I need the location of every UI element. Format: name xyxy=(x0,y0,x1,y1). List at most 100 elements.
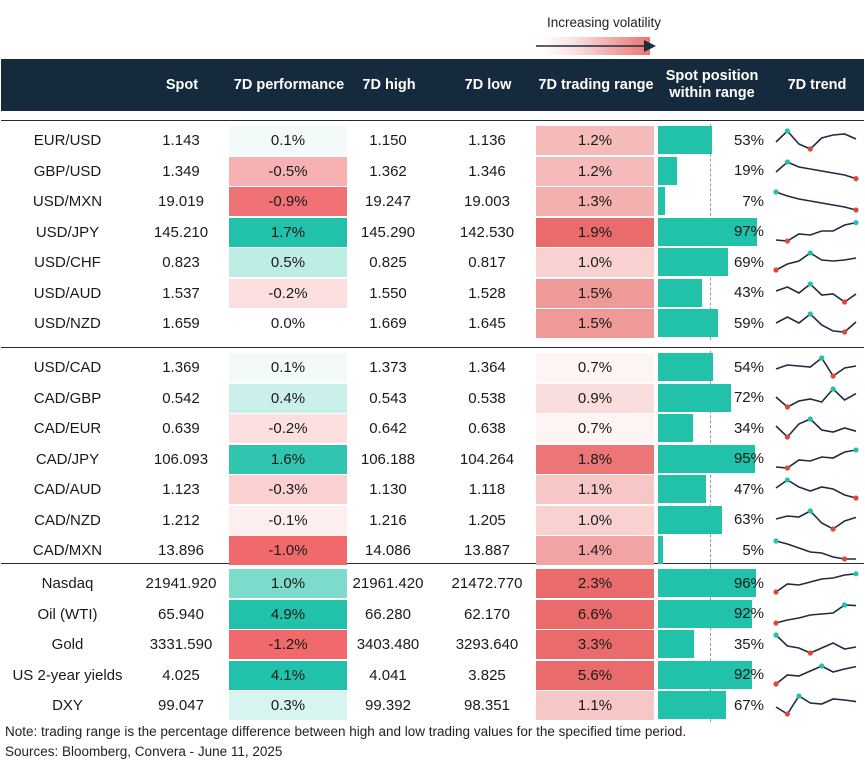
range-value: 1.2% xyxy=(577,132,613,149)
trend-high-marker xyxy=(853,219,859,225)
group-separator xyxy=(1,347,864,348)
performance-cell-bg xyxy=(229,691,347,720)
performance-value: -0.1% xyxy=(268,511,308,529)
trend-line xyxy=(775,282,857,303)
performance-cell-bg xyxy=(229,217,347,247)
high-value: 0.543 xyxy=(369,389,407,407)
trend-sparkline xyxy=(775,158,859,181)
high-value: 21961.420 xyxy=(352,575,424,592)
position-value: 59% xyxy=(733,314,764,332)
low-value: 21472.770 xyxy=(451,575,523,592)
table-header: Spot 7D performance 7D high 7D low 7D tr… xyxy=(1,59,864,111)
header-spot-position: Spot position within range xyxy=(665,68,759,101)
high-value: 1.130 xyxy=(369,481,407,498)
trend-sparkline xyxy=(775,128,857,152)
trend-line xyxy=(775,418,857,439)
performance-value: -0.2% xyxy=(268,420,308,437)
performance-value: -0.5% xyxy=(268,162,308,180)
spot-value: 13.896 xyxy=(158,542,204,559)
performance-cell-bg xyxy=(229,599,347,629)
range-cell-bg xyxy=(536,156,654,186)
trend-sparkline xyxy=(773,632,857,656)
high-value: 1.669 xyxy=(369,315,407,332)
performance-cell-bg xyxy=(229,309,347,338)
range-value: 0.7% xyxy=(577,359,613,376)
trend-low-marker xyxy=(830,373,836,379)
trend-high-marker xyxy=(807,280,813,287)
high-value: 99.392 xyxy=(365,697,411,714)
position-value: 53% xyxy=(733,131,764,149)
trend-low-marker xyxy=(784,711,790,717)
position-bar xyxy=(658,691,727,719)
row-label: CAD/AUD xyxy=(33,481,102,498)
trend-line xyxy=(775,387,857,408)
high-value: 1.150 xyxy=(369,132,407,149)
position-value: 47% xyxy=(733,480,764,498)
position-bar xyxy=(658,156,678,185)
position-value: 72% xyxy=(733,389,764,406)
trend-high-marker xyxy=(807,507,813,514)
range-cell-bg xyxy=(536,505,654,535)
position-bar xyxy=(658,536,664,564)
performance-value: 1.7% xyxy=(270,223,306,241)
position-value: 96% xyxy=(733,574,764,592)
trend-sparkline xyxy=(775,477,859,501)
low-value: 0.538 xyxy=(468,389,506,407)
position-value: 97% xyxy=(733,223,764,240)
low-value: 1.205 xyxy=(468,511,506,529)
range-cell-bg xyxy=(536,536,654,565)
trend-high-marker xyxy=(784,158,790,165)
range-cell-bg xyxy=(536,353,654,382)
trend-high-marker xyxy=(784,477,790,483)
performance-value: 1.0% xyxy=(270,575,306,592)
position-value: 5% xyxy=(742,541,764,559)
spot-value: 1.123 xyxy=(162,481,200,498)
footer-note: Note: trading range is the percentage di… xyxy=(5,724,687,739)
volatility-legend: Increasing volatility xyxy=(532,12,672,55)
trend-high-marker xyxy=(819,662,825,669)
position-bar xyxy=(658,414,693,442)
trend-line xyxy=(775,129,857,150)
performance-value: 1.6% xyxy=(270,450,306,468)
position-value: 92% xyxy=(733,605,764,622)
spot-value: 0.639 xyxy=(162,420,200,437)
performance-cell-bg xyxy=(229,278,347,308)
range-cell-bg xyxy=(536,660,654,690)
range-cell-bg xyxy=(536,414,654,443)
trend-line xyxy=(775,634,857,654)
position-value: 92% xyxy=(733,666,764,683)
row-label: USD/NZD xyxy=(34,315,101,332)
trend-line xyxy=(775,191,857,211)
trend-sparkline xyxy=(775,355,857,379)
position-value: 63% xyxy=(733,511,764,528)
spot-value: 145.210 xyxy=(153,223,209,241)
trend-line xyxy=(775,664,857,685)
trend-line xyxy=(775,356,857,378)
range-value: 1.2% xyxy=(577,162,613,180)
position-bar xyxy=(658,217,757,246)
row-label: USD/JPY xyxy=(35,223,100,241)
row-label: GBP/USD xyxy=(33,162,102,180)
trend-sparkline xyxy=(775,311,857,335)
trend-sparkline xyxy=(773,189,859,213)
trend-sparkline xyxy=(773,601,857,626)
spot-value: 4.025 xyxy=(162,666,200,684)
low-value: 104.264 xyxy=(459,450,515,468)
performance-cell-bg xyxy=(229,353,347,382)
performance-value: -0.9% xyxy=(268,193,308,210)
performance-cell-bg xyxy=(229,414,347,443)
range-cell-bg xyxy=(536,248,654,277)
position-value: 43% xyxy=(733,284,764,301)
low-value: 142.530 xyxy=(459,223,515,241)
trend-low-marker xyxy=(842,556,848,562)
row-label: USD/CAD xyxy=(33,359,102,376)
trend-line xyxy=(775,603,857,624)
trend-sparkline xyxy=(773,250,857,273)
high-value: 4.041 xyxy=(369,666,407,684)
position-value: 34% xyxy=(733,419,764,437)
performance-cell-bg xyxy=(229,475,347,504)
high-value: 0.642 xyxy=(369,420,407,437)
spot-value: 1.659 xyxy=(162,315,200,332)
range-midline xyxy=(710,567,711,722)
